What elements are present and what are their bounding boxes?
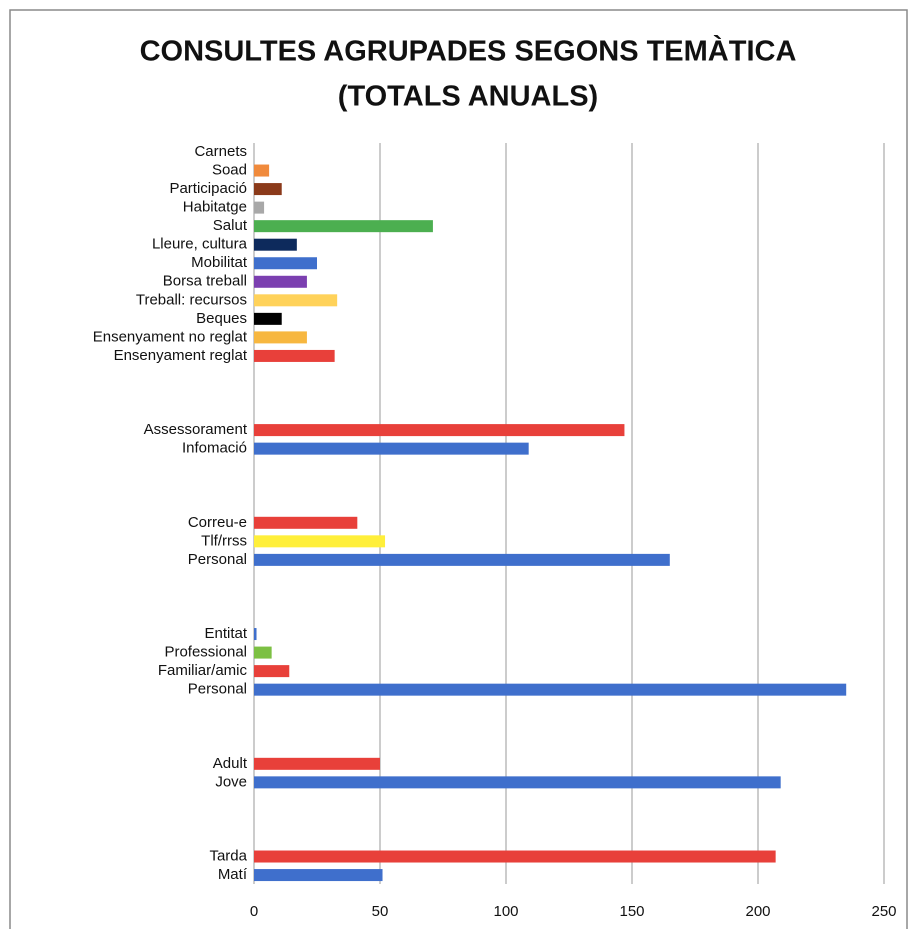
y-tick-label: Borsa treball xyxy=(163,273,247,290)
y-tick-label: Infomació xyxy=(182,440,247,457)
y-tick-label: Beques xyxy=(196,310,247,327)
y-tick-label: Carnets xyxy=(194,143,247,160)
y-tick-label: Habitatge xyxy=(183,199,247,216)
x-tick-label: 250 xyxy=(871,903,896,920)
bar xyxy=(254,757,380,770)
y-tick-label: Assessorament xyxy=(144,421,248,438)
bar xyxy=(254,442,529,455)
x-tick-label: 150 xyxy=(619,903,644,920)
y-tick-label: Tarda xyxy=(209,847,247,864)
y-tick-label: Salut xyxy=(213,217,248,234)
y-tick-label: Jove xyxy=(215,773,247,790)
y-tick-label: Tlf/rrss xyxy=(201,532,247,549)
bar xyxy=(254,349,335,362)
bar xyxy=(254,665,290,678)
bar xyxy=(254,294,338,307)
bar xyxy=(254,331,307,344)
bar xyxy=(254,183,282,196)
y-tick-label: Ensenyament reglat xyxy=(114,347,248,364)
bar xyxy=(254,646,272,659)
bar xyxy=(254,535,386,548)
y-tick-label: Personal xyxy=(188,681,247,698)
y-tick-label: Ensenyament no reglat xyxy=(93,328,248,345)
bar xyxy=(254,312,282,325)
chart-title: (TOTALS ANUALS) xyxy=(338,81,598,113)
bar xyxy=(254,220,433,233)
x-tick-label: 100 xyxy=(493,903,518,920)
bar xyxy=(254,553,670,566)
x-tick-label: 200 xyxy=(745,903,770,920)
y-tick-label: Lleure, cultura xyxy=(152,236,248,253)
bar xyxy=(254,869,383,882)
bar xyxy=(254,257,317,270)
y-tick-label: Professional xyxy=(164,644,247,661)
bar xyxy=(254,776,781,789)
y-tick-label: Correu-e xyxy=(188,514,247,531)
y-tick-label: Adult xyxy=(213,755,248,772)
bar xyxy=(254,683,847,696)
bar xyxy=(254,275,307,288)
y-tick-label: Familiar/amic xyxy=(158,662,248,679)
y-tick-label: Soad xyxy=(212,162,247,179)
x-tick-label: 50 xyxy=(372,903,389,920)
y-tick-label: Matí xyxy=(218,866,248,883)
y-tick-label: Entitat xyxy=(204,625,247,642)
bar xyxy=(254,628,257,641)
bar xyxy=(254,424,625,437)
bar xyxy=(254,164,270,177)
bar xyxy=(254,850,776,863)
bar xyxy=(254,238,297,251)
y-tick-label: Mobilitat xyxy=(191,254,248,271)
chart-border xyxy=(9,9,908,934)
x-tick-label: 0 xyxy=(250,903,258,920)
bar xyxy=(254,201,265,214)
bar xyxy=(254,516,358,529)
y-tick-label: Treball: recursos xyxy=(136,291,247,308)
y-tick-label: Personal xyxy=(188,551,247,568)
chart-title: CONSULTES AGRUPADES SEGONS TEMÀTICA xyxy=(140,34,797,68)
y-tick-label: Participació xyxy=(169,180,247,197)
